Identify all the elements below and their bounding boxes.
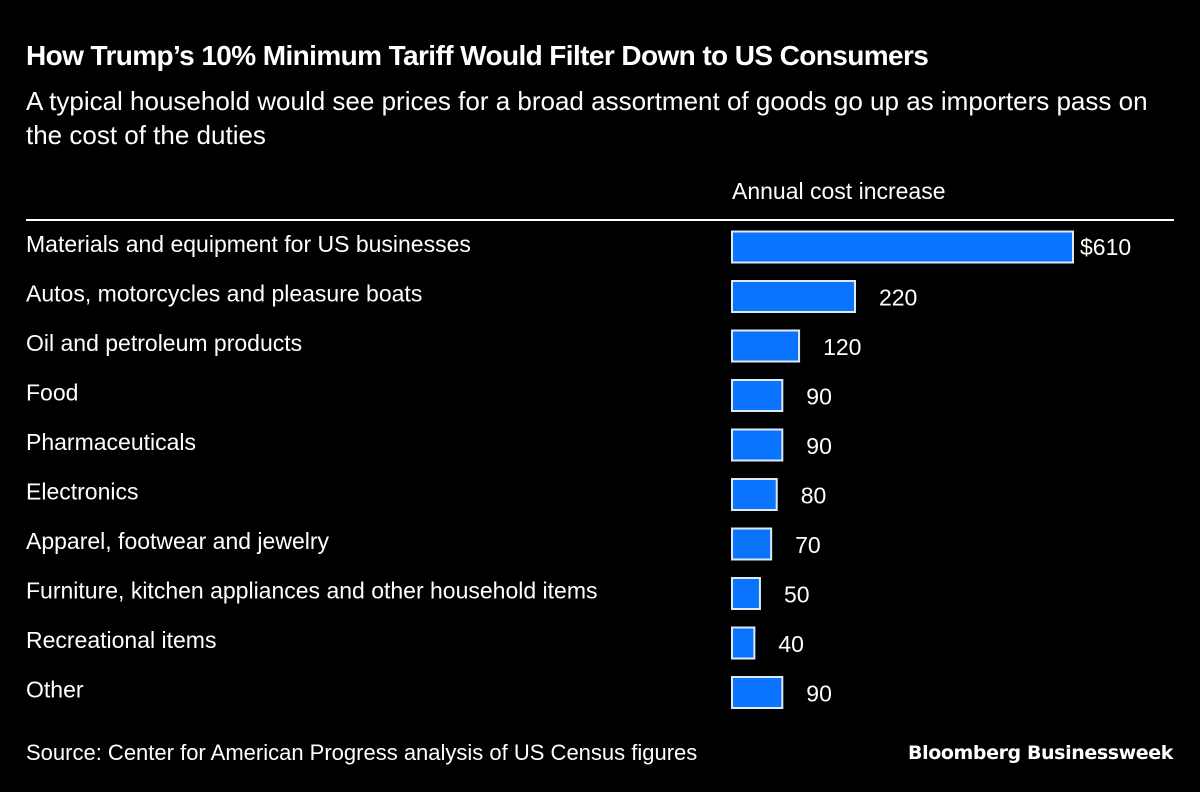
bar [731,527,773,561]
source-note: Source: Center for American Progress ana… [26,740,698,765]
value-label: 70 [795,532,821,558]
chart-subtitle: A typical household would see prices for… [26,86,1148,150]
category-label: Food [26,380,78,406]
value-label: 90 [806,384,832,410]
value-label: $610 [1080,234,1131,260]
category-label: Autos, motorcycles and pleasure boats [26,281,422,307]
category-label: Pharmaceuticals [26,429,196,455]
bar [731,676,784,709]
category-label: Electronics [26,479,138,505]
value-label: 90 [806,681,832,707]
value-label: 220 [879,285,917,311]
category-label: Apparel, footwear and jewelry [26,528,329,554]
value-label: 90 [806,433,832,459]
category-label: Other [26,677,84,703]
category-label: Furniture, kitchen appliances and other … [26,578,598,604]
bar [731,428,784,462]
value-label: 80 [801,483,827,509]
bar [731,626,756,660]
header-divider [26,219,1174,221]
bar [731,577,761,610]
bar [731,329,801,363]
category-label: Oil and petroleum products [26,330,302,356]
category-label: Recreational items [26,627,216,653]
value-label: 120 [823,334,861,360]
column-header: Annual cost increase [732,178,946,204]
bar [731,478,778,511]
bar [731,280,856,313]
brand-logo: Bloomberg Businessweek [908,742,1173,764]
value-label: 50 [784,582,810,608]
value-label: 40 [778,631,804,657]
bar [731,379,784,412]
bar [731,230,1074,264]
chart-title: How Trump’s 10% Minimum Tariff Would Fil… [26,40,929,71]
category-label: Materials and equipment for US businesse… [26,231,471,257]
